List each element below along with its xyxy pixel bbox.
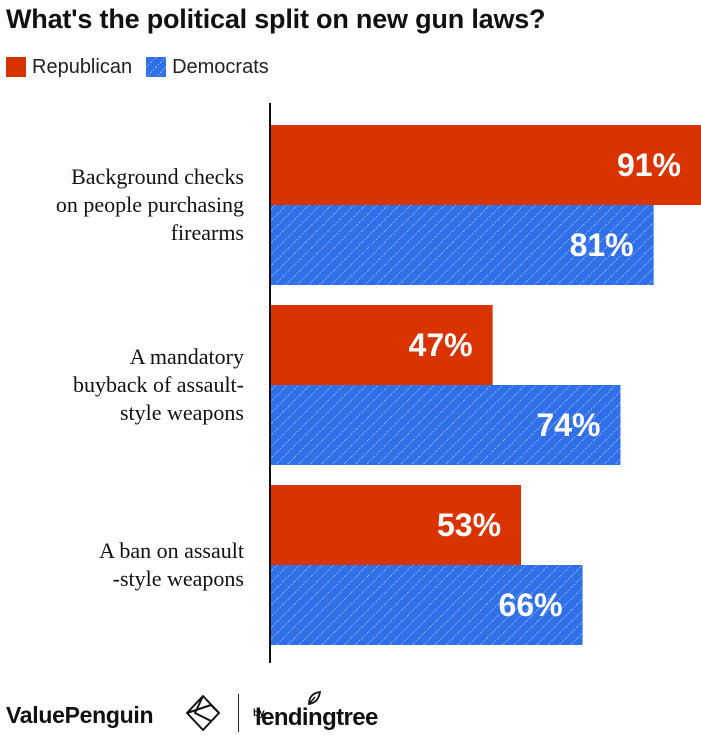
footer: ValuePenguin by lendingtree [0,686,701,741]
brand-logo: ValuePenguin [6,702,154,728]
bar-republican-2 [270,305,493,385]
data-label-republican-1: 91% [617,147,681,183]
data-label-democrats-1: 81% [570,227,634,263]
bar-republican-1 [270,125,701,205]
lendingtree-leaf-icon [308,690,322,706]
data-label-democrats-2: 74% [536,407,600,443]
category-label: A mandatory [130,344,244,369]
by-label: by [253,708,265,719]
data-label-republican-3: 53% [437,507,501,543]
data-label-republican-2: 47% [409,327,473,363]
legend-item-democrats: Democrats [146,56,269,79]
category-label: -style weapons [113,566,244,591]
bar-hatch-democrats-3 [270,565,583,645]
category-label: on people purchasing [56,192,244,217]
footer-divider [238,694,239,732]
legend-label-democrats: Democrats [172,55,269,78]
data-label-democrats-3: 66% [499,587,563,623]
legend-swatch-democrats [146,57,167,77]
chart-title: What's the political split on new gun la… [6,4,546,34]
legend: Republican Democrats [6,54,283,80]
legend-item-republican: Republican [6,56,132,79]
bar-republican-3 [270,485,522,565]
category-label: Background checks [71,164,244,189]
legend-swatch-republican [6,57,26,77]
category-label: style weapons [120,400,244,425]
bar-hatch-democrats-2 [270,385,621,465]
category-label: A ban on assault [99,538,244,563]
valuepenguin-mark-icon [186,695,220,731]
legend-label-republican: Republican [32,55,133,78]
partner-logo: lendingtree [255,704,378,731]
bar-hatch-democrats-1 [270,205,654,285]
category-label: buyback of assault- [73,372,244,397]
category-label: firearms [171,220,244,245]
bar-chart: 91% 81% 47% 74% 53% 66% Background checks on p… [56,103,701,663]
